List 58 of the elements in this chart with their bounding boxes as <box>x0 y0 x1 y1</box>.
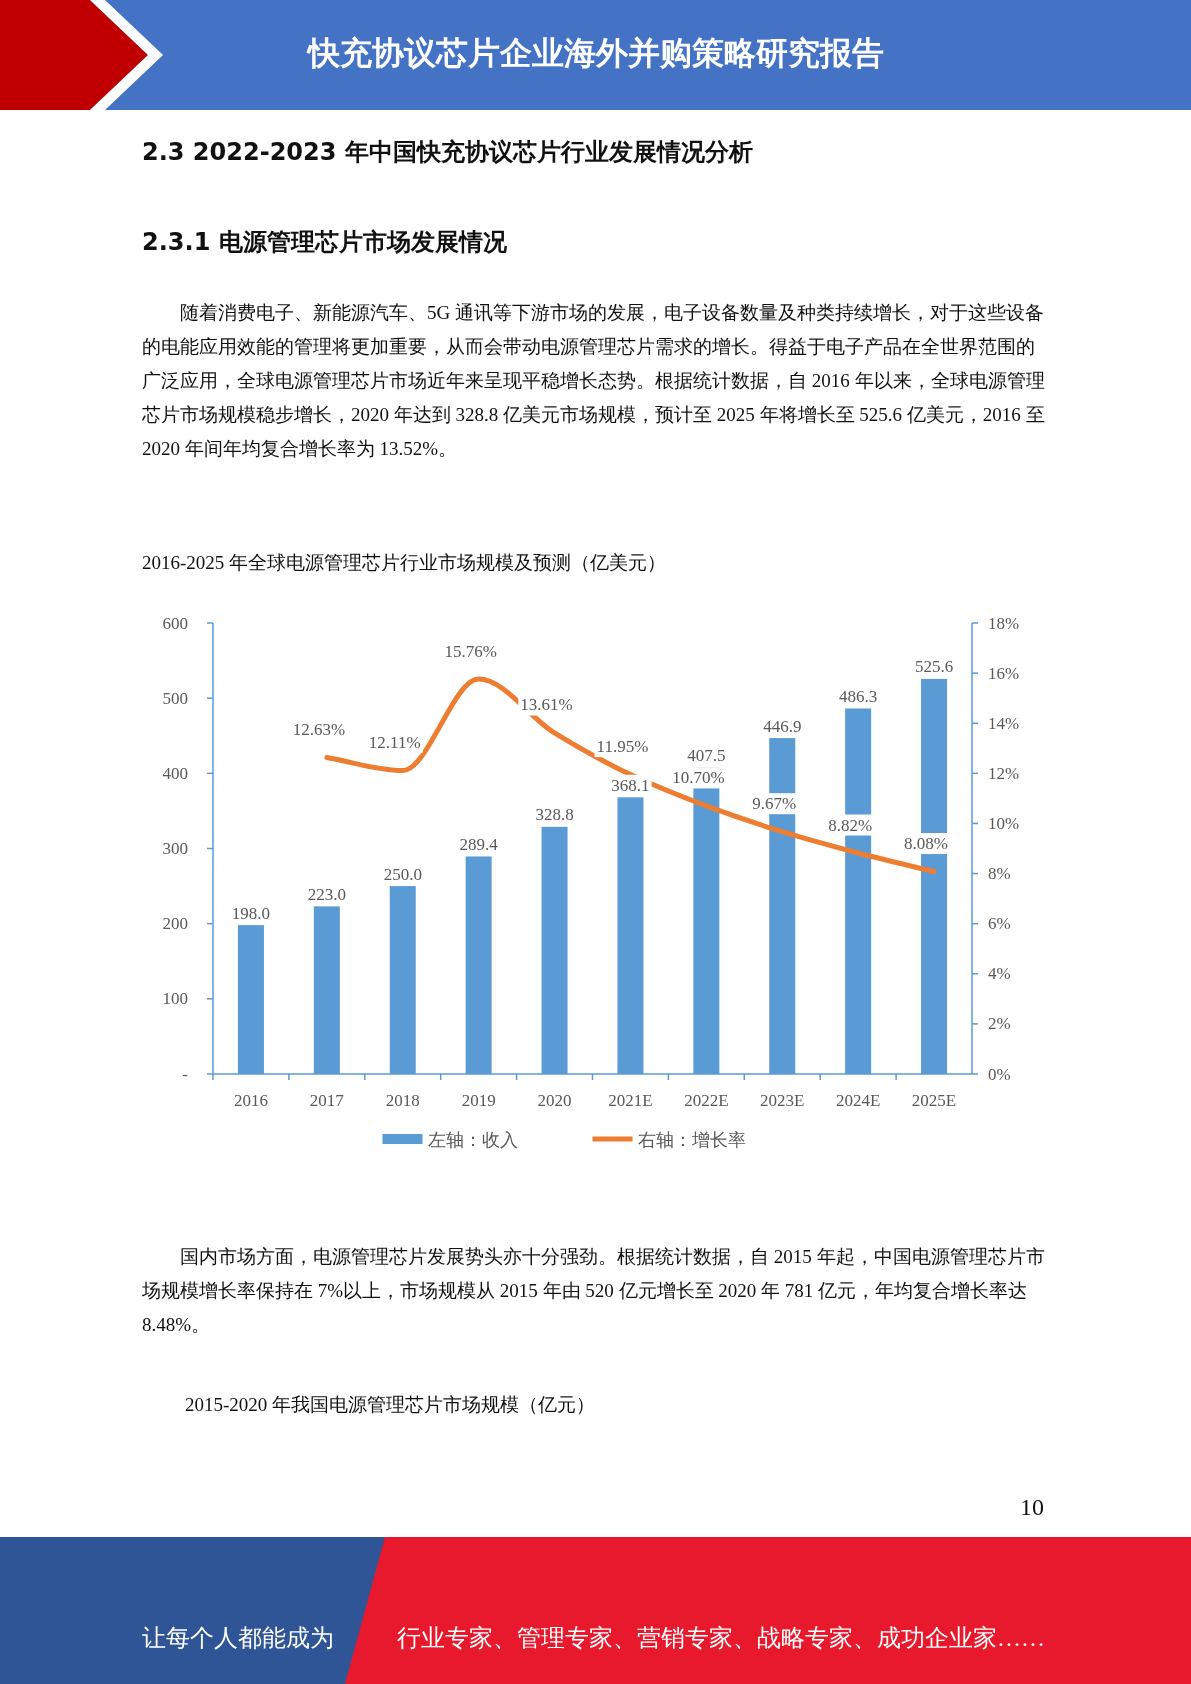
y-tick-label: 100 <box>162 989 188 1009</box>
y2-tick-label: 8% <box>988 864 1011 884</box>
data-label: 407.5 <box>687 746 726 766</box>
data-label: 8.08% <box>904 834 949 854</box>
y-tick-label: 600 <box>162 613 188 633</box>
data-label: 13.61% <box>520 695 573 715</box>
text: 2.3.1 电源管理芯片市场发展情况 <box>142 227 508 258</box>
data-label: 9.67% <box>752 794 797 814</box>
x-tick-label: 2025E <box>911 1090 957 1110</box>
x-tick-label: 2017 <box>309 1090 345 1110</box>
x-tick-label: 2023E <box>760 1090 805 1110</box>
y2-tick-label: 4% <box>988 964 1011 984</box>
text: 10 <box>1020 1494 1045 1521</box>
x-tick-label: 2024E <box>835 1090 881 1110</box>
y-tick-label: 500 <box>162 688 188 708</box>
text: 行业专家、管理专家、营销专家、战略专家、成功企业家…… <box>397 1624 1046 1653</box>
data-label: 11.95% <box>596 737 649 757</box>
data-label: 15.76% <box>444 641 497 661</box>
y2-tick-label: 6% <box>988 914 1011 934</box>
y2-tick-label: 16% <box>988 663 1020 683</box>
data-label: 289.4 <box>459 834 499 854</box>
data-label: 198.0 <box>231 903 271 923</box>
data-label: 12.11% <box>368 733 421 753</box>
text: 国内市场方面，电源管理芯片发展势头亦十分强劲。根据统计数据，自 2015 年起，中国电源管理芯片市场规模增长率保持在 7%以上，市场规模从 2015 年由 520 亿元增长至 2020 年 781 亿元，年均复合增长率达 8.48%。 <box>142 1245 1046 1337</box>
chart-title: 2016-2025 年全球电源管理芯片行业市场规模及预测（亿美元） <box>142 551 667 575</box>
y-tick-label: 300 <box>162 839 188 858</box>
text: 快充协议芯片企业海外并购策略研究报告 <box>305 33 885 74</box>
text: 2015-2020 年我国电源管理芯片市场规模（亿元） <box>185 1393 597 1417</box>
y2-tick-label: 2% <box>988 1014 1011 1034</box>
y-tick-label: - <box>182 1064 189 1084</box>
data-label: 10.70% <box>672 768 725 788</box>
data-label: 446.9 <box>763 716 802 736</box>
y-tick-label: 200 <box>162 914 188 934</box>
data-label: 328.8 <box>535 805 574 825</box>
x-tick-label: 2021E <box>608 1090 653 1110</box>
y2-tick-label: 18% <box>988 613 1020 633</box>
y2-tick-label: 14% <box>988 713 1020 733</box>
x-tick-label: 2019 <box>461 1090 496 1110</box>
legend-label: 右轴：增长率 <box>637 1128 746 1150</box>
y2-tick-label: 12% <box>988 763 1020 783</box>
y2-tick-label: 0% <box>988 1064 1011 1084</box>
data-label: 368.1 <box>611 775 650 795</box>
data-label: 525.6 <box>914 657 954 677</box>
data-label: 250.0 <box>383 864 422 884</box>
data-label: 12.63% <box>292 720 346 740</box>
x-tick-label: 2016 <box>233 1090 268 1110</box>
data-label: 8.82% <box>828 815 873 835</box>
legend-label: 左轴：收入 <box>427 1128 518 1150</box>
data-label: 223.0 <box>307 884 346 904</box>
text: 让每个人都能成为 <box>142 1624 335 1653</box>
x-tick-label: 2020 <box>537 1090 572 1110</box>
data-label: 486.3 <box>839 686 878 706</box>
x-tick-label: 2018 <box>385 1090 420 1110</box>
y-tick-label: 400 <box>162 763 188 783</box>
text: 随着消费电子、新能源汽车、5G 通讯等下游市场的发展，电子设备数量及种类持续增长，对于这些设备的电能应用效能的管理将更加重要，从而会带动电源管理芯片需求的增长。得益于电子产品在全世界范围的广泛应用，全球电源管理芯片市场近年来呈现平稳增长态势。根据统计数据，自 2016 年以来，全球电源管理芯片市场规模稳步增长，2020 年达到 328.8 亿美元市场规模，预计至 2025 年将增长至 525.6 亿美元，2016 至 2020 年间年均复合增长率为 13.52%。 <box>142 301 1046 461</box>
x-tick-label: 2022E <box>684 1090 729 1110</box>
y2-tick-label: 10% <box>988 813 1020 833</box>
text: 2.3 2022-2023 年中国快充协议芯片行业发展情况分析 <box>142 137 754 168</box>
